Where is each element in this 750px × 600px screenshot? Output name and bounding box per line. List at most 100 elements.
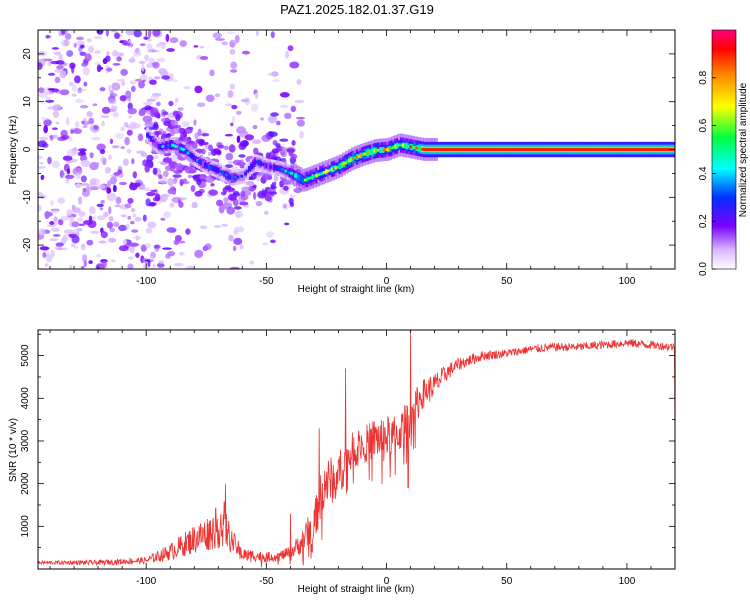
ridge-cell xyxy=(180,147,184,151)
ridge-cell xyxy=(569,148,572,151)
ridge-cell xyxy=(542,148,546,151)
ridge-halo-blob xyxy=(179,178,184,187)
ridge-cell xyxy=(175,145,178,149)
noise-blob xyxy=(40,117,49,120)
noise-blob xyxy=(166,227,177,233)
noise-blob xyxy=(82,220,93,225)
noise-blob xyxy=(120,214,127,218)
noise-blob xyxy=(179,40,187,47)
noise-blob xyxy=(147,49,157,53)
noise-blob xyxy=(249,260,254,265)
noise-blob xyxy=(51,47,60,50)
snr-x-tick-label: 100 xyxy=(619,576,636,587)
ridge-cell xyxy=(284,169,288,173)
ridge-cell xyxy=(500,148,503,151)
noise-blob xyxy=(148,202,156,207)
ridge-halo-blob xyxy=(232,198,239,207)
ridge-cell xyxy=(300,176,303,182)
noise-blob xyxy=(76,40,85,46)
ridge-cell xyxy=(244,172,247,175)
ridge-halo-blob xyxy=(241,186,251,192)
ridge-halo-blob xyxy=(159,161,168,165)
ridge-cell xyxy=(653,148,657,151)
ridge-cell xyxy=(503,148,507,151)
ridge-cell xyxy=(211,165,215,172)
noise-blob xyxy=(101,120,105,127)
ridge-cell xyxy=(259,162,263,165)
noise-blob xyxy=(289,194,296,198)
ridge-cell xyxy=(232,174,236,181)
noise-blob xyxy=(80,159,91,168)
noise-blob xyxy=(131,123,141,129)
ridge-cell xyxy=(240,174,244,178)
ridge-cell xyxy=(203,161,207,168)
ridge-cell xyxy=(194,156,197,162)
ridge-halo-blob xyxy=(215,149,222,155)
noise-blob xyxy=(235,110,242,115)
noise-blob xyxy=(135,252,140,258)
noise-blob xyxy=(250,103,259,112)
noise-blob xyxy=(149,79,157,85)
ridge-halo-blob xyxy=(150,107,159,116)
noise-blob xyxy=(73,42,77,48)
ridge-cell xyxy=(461,148,465,151)
ridge-halo-blob xyxy=(152,167,158,175)
noise-blob xyxy=(94,62,101,66)
noise-blob xyxy=(65,174,75,179)
ridge-cell xyxy=(505,148,509,151)
noise-blob xyxy=(53,216,58,222)
ridge-cell xyxy=(467,148,471,151)
ridge-cell xyxy=(419,147,422,151)
noise-blob xyxy=(120,126,126,132)
noise-blob xyxy=(137,133,144,142)
noise-blob xyxy=(58,53,63,61)
noise-blob xyxy=(44,211,53,217)
ridge-halo-blob xyxy=(281,146,287,152)
noise-blob xyxy=(65,177,69,184)
noise-blob xyxy=(120,68,128,76)
noise-blob xyxy=(94,50,101,55)
ridge-cell xyxy=(303,178,307,182)
ridge-cell xyxy=(251,161,255,168)
ridge-cell xyxy=(434,148,438,151)
ridge-halo-blob xyxy=(174,162,184,171)
ridge-cell xyxy=(482,148,486,151)
noise-blob xyxy=(118,245,129,252)
ridge-cell xyxy=(165,142,169,149)
noise-blob xyxy=(145,242,151,249)
noise-blob xyxy=(231,116,236,123)
snr-y-axis-title: SNR (10 * v/v) xyxy=(8,418,19,482)
colorbar-tick-label: 0.2 xyxy=(698,214,709,228)
noise-blob xyxy=(88,45,95,54)
ridge-cell xyxy=(573,148,576,151)
ridge-cell xyxy=(603,148,607,151)
noise-blob xyxy=(168,100,174,107)
noise-blob xyxy=(112,112,119,118)
ridge-cell xyxy=(184,150,188,153)
noise-blob xyxy=(233,237,243,245)
ridge-cell xyxy=(355,155,359,159)
noise-blob xyxy=(83,260,88,268)
noise-blob xyxy=(140,152,148,157)
colorbar-frame xyxy=(711,29,737,270)
noise-blob xyxy=(285,50,289,59)
ridge-cell xyxy=(567,148,571,151)
noise-blob xyxy=(270,239,276,244)
spectrogram-x-tick-label: 0 xyxy=(384,276,390,287)
ridge-cell xyxy=(209,166,213,169)
noise-blob xyxy=(109,227,115,233)
ridge-halo-blob xyxy=(252,184,257,189)
noise-blob xyxy=(110,176,117,185)
noise-blob xyxy=(106,67,113,72)
noise-blob xyxy=(54,246,60,250)
noise-blob xyxy=(44,58,53,62)
noise-blob xyxy=(69,62,76,69)
noise-blob xyxy=(119,95,127,102)
ridge-cell xyxy=(280,168,284,171)
noise-blob xyxy=(83,117,87,122)
snr-x-tick-label: -100 xyxy=(136,576,156,587)
noise-blob xyxy=(153,244,161,249)
ridge-cell xyxy=(282,167,286,174)
ridge-cell xyxy=(425,148,428,151)
ridge-cell xyxy=(617,148,621,151)
